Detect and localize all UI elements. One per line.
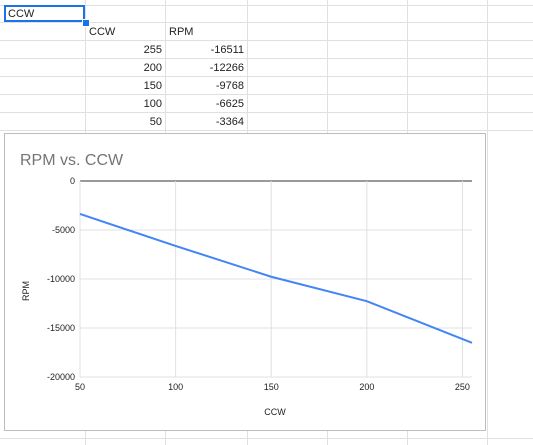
embedded-chart[interactable]: RPM vs. CCW 0 -5000 -10000 -15000 -20000 50 10… — [4, 133, 486, 431]
x-tick-label: 150 — [264, 382, 279, 392]
cell-ccw[interactable]: 255 — [143, 44, 162, 56]
series-line — [79, 213, 473, 344]
cell-rpm[interactable]: -12266 — [209, 62, 244, 74]
y-tick-label: -15000 — [47, 323, 75, 333]
y-tick-label: -20000 — [47, 372, 75, 382]
y-tick-label: -10000 — [47, 274, 75, 284]
chart-series — [79, 213, 473, 344]
cell-rpm[interactable]: -16511 — [210, 44, 244, 56]
x-tick-label: 50 — [75, 382, 85, 392]
x-tick-label: 100 — [168, 382, 183, 392]
cell-ccw[interactable]: 50 — [149, 116, 162, 128]
x-tick-label: 200 — [359, 382, 374, 392]
y-tick-label: -5000 — [52, 225, 75, 235]
cell-rpm[interactable]: -3364 — [215, 116, 244, 128]
cell-rpm[interactable]: -6625 — [215, 98, 244, 110]
y-tick-label: 0 — [70, 176, 75, 186]
cell-ccw[interactable]: 100 — [143, 98, 162, 110]
active-cell-a1[interactable] — [4, 5, 85, 22]
cell-ccw[interactable]: 200 — [143, 62, 162, 74]
cell-a1[interactable]: CCW — [8, 8, 35, 20]
y-axis-label: RPM — [21, 281, 31, 301]
cell-rpm[interactable]: -9768 — [215, 80, 244, 92]
header-rpm[interactable]: RPM — [169, 26, 194, 38]
cell-ccw[interactable]: 150 — [143, 80, 162, 92]
chart-title: RPM vs. CCW — [20, 152, 124, 169]
chart-gridlines — [79, 180, 472, 378]
fill-handle[interactable] — [82, 19, 90, 27]
header-ccw[interactable]: CCW — [89, 26, 116, 38]
x-axis-label: CCW — [264, 407, 286, 417]
x-tick-label: 250 — [455, 382, 470, 392]
